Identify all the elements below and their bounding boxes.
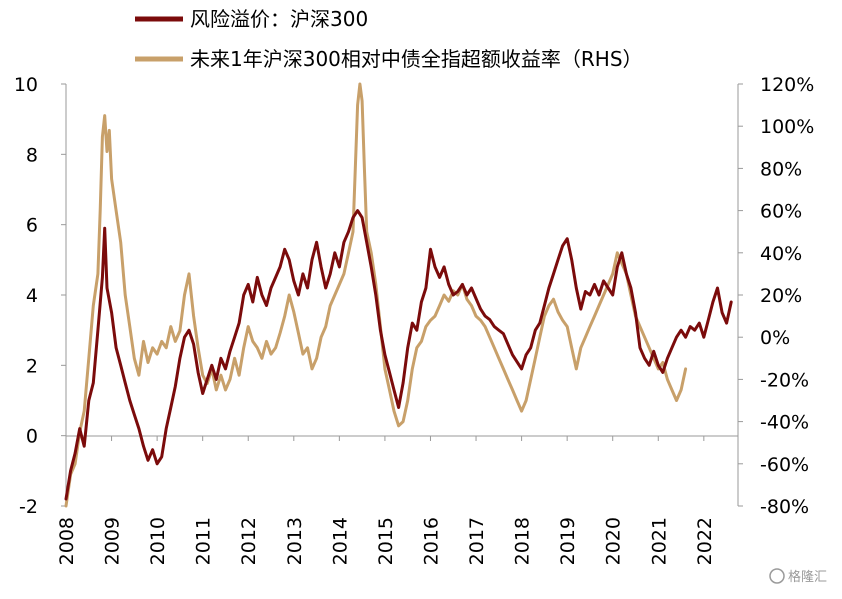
left-tick-label: -2: [19, 496, 38, 518]
left-tick-labels: -2 0 2 4 6 8 10: [14, 74, 66, 518]
left-tick-label: 10: [14, 74, 38, 96]
right-tick-label: -80%: [760, 496, 809, 518]
series-layer: [64, 82, 733, 508]
left-tick-label: 6: [26, 215, 38, 237]
x-tick-label: 2012: [238, 517, 260, 565]
right-tick-label: -40%: [760, 412, 809, 434]
left-tick-label: 2: [26, 355, 38, 377]
series-line-risk-premium: [64, 209, 733, 501]
legend: 风险溢价：沪深300 未来1年沪深300相对中债全指超额收益率（RHS）: [135, 7, 643, 71]
x-tick-label: 2020: [603, 517, 625, 565]
x-tick-label: 2008: [56, 517, 78, 565]
right-tick-label: -20%: [760, 369, 809, 391]
x-tick-label: 2016: [420, 517, 442, 565]
x-tick-label: 2022: [694, 517, 716, 565]
watermark: 格隆汇: [769, 568, 827, 585]
x-tick-label: 2010: [147, 517, 169, 565]
x-tick-label: 2019: [557, 517, 579, 565]
x-tick-labels: 2008 2009 2010 2011 2012 2013 2014 2015 2016 2017…: [56, 436, 716, 565]
legend-label-risk-premium: 风险溢价：沪深300: [190, 7, 368, 31]
x-tick-label: 2011: [193, 517, 215, 565]
right-tick-label: 120%: [760, 74, 814, 96]
right-tick-label: -60%: [760, 454, 809, 476]
right-tick-label: 80%: [760, 158, 802, 180]
right-tick-label: 0%: [760, 327, 790, 349]
x-tick-label: 2014: [329, 517, 351, 565]
x-tick-label: 2013: [284, 517, 306, 565]
axes: [65, 84, 739, 506]
watermark-logo-icon: [769, 568, 785, 584]
right-tick-labels: 120% 100% 80% 60% 40% 20% 0% -20% -40% -60% -80%: [738, 74, 814, 518]
x-tick-label: 2021: [648, 517, 670, 565]
left-tick-label: 0: [26, 426, 38, 448]
left-tick-label: 4: [26, 285, 38, 307]
left-tick-label: 8: [26, 144, 38, 166]
right-tick-label: 20%: [760, 285, 802, 307]
x-tick-label: 2018: [512, 517, 534, 565]
watermark-text: 格隆汇: [788, 569, 827, 585]
x-tick-label: 2017: [466, 517, 488, 565]
right-tick-label: 60%: [760, 201, 802, 223]
x-tick-label: 2015: [375, 517, 397, 565]
series-line-excess-return: [64, 82, 688, 508]
legend-label-excess-return: 未来1年沪深300相对中债全指超额收益率（RHS）: [190, 47, 643, 71]
x-tick-label: 2009: [102, 517, 124, 565]
right-tick-label: 100%: [760, 116, 814, 138]
right-tick-label: 40%: [760, 243, 802, 265]
